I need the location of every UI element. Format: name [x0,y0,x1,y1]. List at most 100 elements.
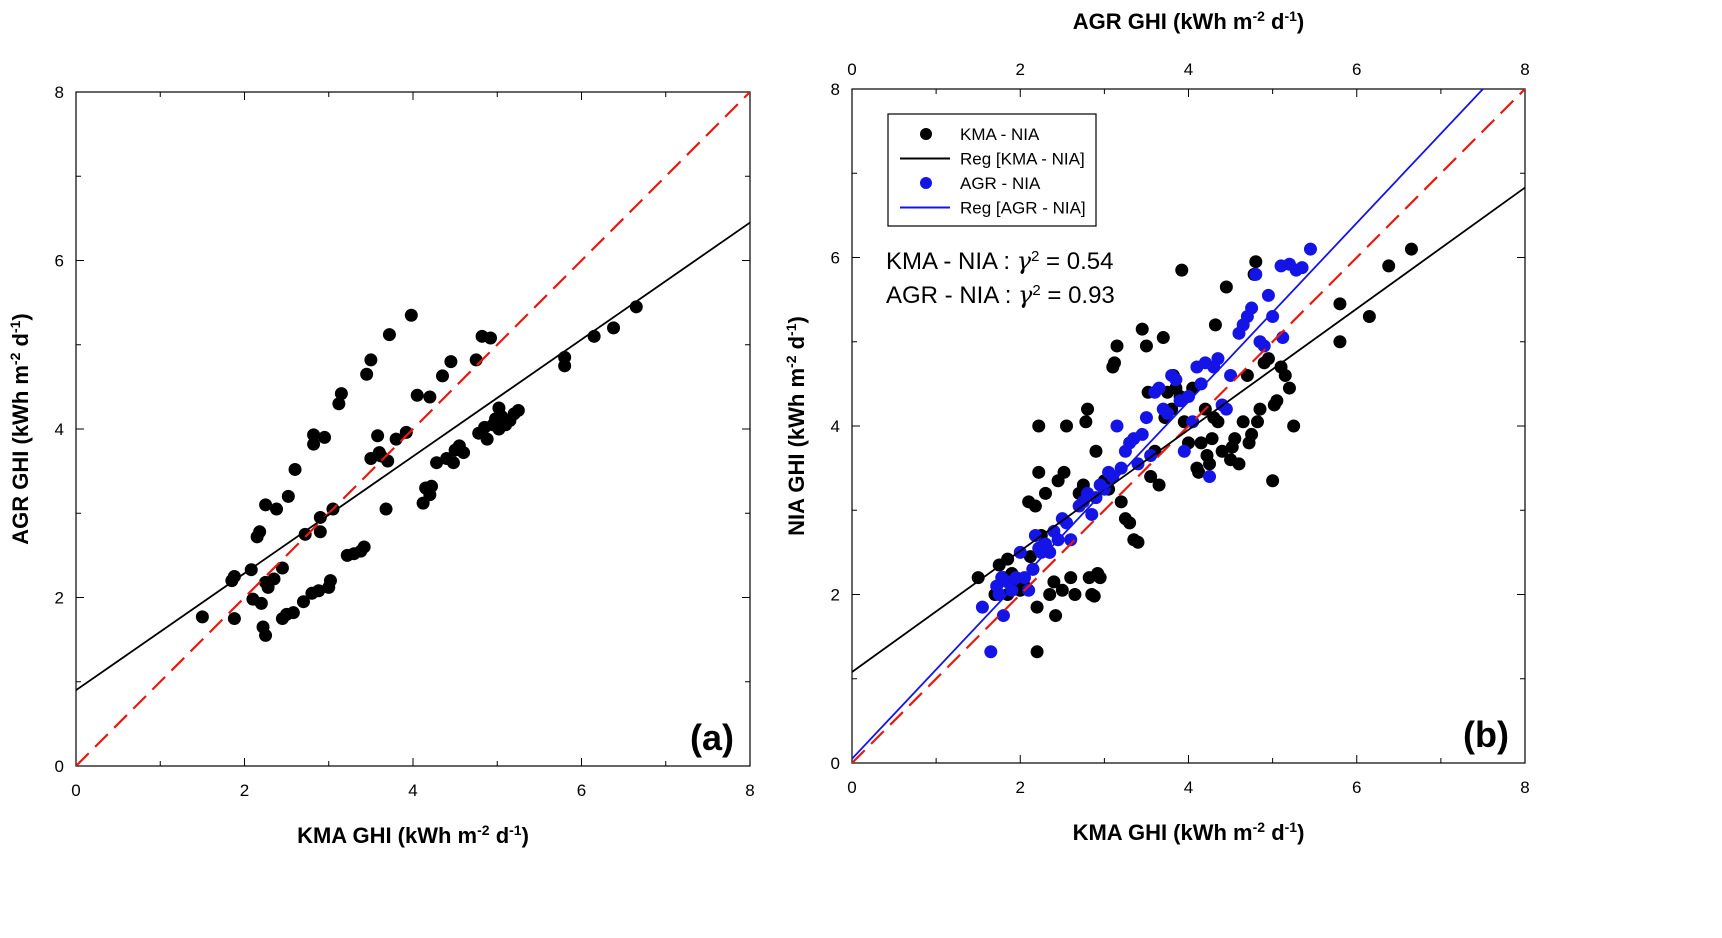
panel-a-y-tick-label: 8 [55,83,64,102]
panel-a-series-0-point [318,430,332,444]
panel-b-series-1-point [975,600,989,614]
panel-b-series-0-point [1194,436,1208,450]
panel-b-series-1-point [1211,352,1225,366]
panel-a-panel-label: (a) [690,717,734,758]
panel-b-series-0-point [1240,368,1254,382]
panel-b-series-1-point [1224,368,1238,382]
panel-b-series-0-point [1043,588,1057,601]
panel-b-series-1-point [1266,309,1280,323]
panel-a-series-0-point [267,572,281,586]
panel-a-series-0-point [259,628,273,642]
panel-a-series-0-point [296,595,310,609]
panel-b-stat-annotation: AGR - NIA : γ2 = 0.93 [886,281,1115,309]
panel-b-series-1-point [1131,457,1145,471]
panel-b-series-0-point [1156,331,1170,345]
panel-b-x-axis-title: KMA GHI (kWh m-2 d-1) [1073,819,1305,845]
panel-a-series-0-point [313,510,327,524]
panel-b-plot-area [852,89,1525,763]
panel-b-series-0-point [1152,478,1166,492]
panel-b-series-0-point [1064,571,1078,585]
panel-b-legend-label: AGR - NIA [960,174,1041,193]
panel-b-legend-marker [920,128,932,140]
panel-b-series-1-point [1139,411,1153,425]
panel-a-series-0-point [286,606,300,620]
panel-b-series-1-point [1182,390,1195,404]
panel-b-series-1-point [1160,406,1174,420]
panel-b-one-to-one-line [852,89,1525,763]
panel-a-series-0-point [511,403,525,417]
panel-a-series-0-point [444,355,458,369]
panel-b-series-0-point [1208,318,1222,332]
panel-a-series-0-point [379,502,393,516]
panel-b-x-tick-label: 0 [847,778,856,797]
panel-a-y-tick-label: 2 [55,589,64,608]
panel-b-x-tick-label: 8 [1520,778,1529,797]
panel-a-series-0-point [227,569,241,583]
panel-b-series-0-point [1253,402,1267,416]
panel-a-series-0-point [288,462,302,476]
panel-b-series-0-point [1282,381,1296,395]
panel-a-series-0-point [227,612,241,626]
panel-b-series-0-point [1049,609,1063,623]
panel-a-series-0-point [313,525,327,539]
panel-a-series-0-point [430,456,444,470]
panel-b-series-0-point [1047,575,1061,589]
panel-b-regression-line-1 [852,89,1484,760]
panel-a-series-0-point [332,397,346,411]
panel-b-series-0-point [1139,339,1153,353]
panel-a-series-0-point [254,596,268,610]
panel-b-series-0-point [1362,309,1376,323]
panel-b-series-0-point [1114,495,1128,509]
panel-b-x-tick-label: 2 [1016,778,1025,797]
panel-b-legend-label: Reg [KMA - NIA] [960,150,1085,169]
panel-b-y-tick-label: 4 [831,417,840,436]
panel-b-series-0-point [1215,444,1229,458]
panel-b-series-1-point [1257,339,1271,353]
panel-a-series-0-point [558,359,572,373]
panel-b-series-1-point [1194,377,1208,391]
panel-b-series-0-point [1266,474,1280,488]
panel-b-series-0-point [1192,465,1206,479]
panel-b-series-0-point [1107,356,1121,370]
panel-a-x-axis-title: KMA GHI (kWh m-2 d-1) [297,822,529,848]
panel-b-series-1-point [1295,261,1309,275]
panel-a-series-0-point [381,454,395,468]
panel-a-series-0-point [480,432,494,446]
panel-b-series-0-point [1057,465,1071,479]
panel-a-x-tick-label: 0 [71,781,80,800]
panel-b-series-1-point [1303,242,1317,256]
panel-b-series-0-point [1261,352,1275,366]
panel-a-series-0-point [281,489,295,503]
panel-a-series-0-point [298,527,312,541]
panel-b-x2-tick-label: 6 [1352,60,1361,79]
panel-a-chart: 0 2 4 6 8 0 2 4 6 8 KMA GHI (kWh m-2 d-1) AGR GHI (… [7,83,755,848]
panel-b-series-0-point [1211,415,1225,429]
panel-b-series-0-point [1278,368,1292,382]
panel-b-series-0-point [1068,588,1082,601]
panel-b-x-tick-label: 6 [1352,778,1361,797]
panel-b-series-0-point [1245,427,1259,441]
panel-b-x2-tick-label: 4 [1184,60,1193,79]
panel-b-series-1-point [1245,301,1259,315]
panel-a-series-0-point [259,498,273,512]
panel-b-series-0-point [1404,242,1418,256]
panel-a-y-tick-label: 4 [55,420,64,439]
panel-b-series-1-point [1249,267,1263,281]
panel-b-series-0-point [1055,583,1069,597]
panel-b-series-0-point [1023,550,1037,564]
panel-b-series-1-point [1135,427,1149,441]
panel-b-y-axis-title: NIA GHI (kWh m-2 d-1) [783,316,809,536]
panel-b-series-1-point [1064,533,1078,547]
panel-a-y-tick-label: 0 [55,757,64,776]
panel-b-series-1-point [996,609,1010,623]
panel-b-series-0-point [1228,432,1242,446]
panel-b-series-1-point [1043,545,1057,559]
panel-b-series-0-point [1287,419,1301,433]
panel-b-series-1-point [1177,444,1191,458]
panel-b-x2-axis-title: AGR GHI (kWh m-2 d-1) [1073,8,1304,34]
panel-a-series-0-point [382,328,396,342]
panel-b-series-0-point [1110,339,1124,353]
panel-b-series-0-point [1135,322,1149,336]
panel-b-series-0-point [1032,419,1046,433]
